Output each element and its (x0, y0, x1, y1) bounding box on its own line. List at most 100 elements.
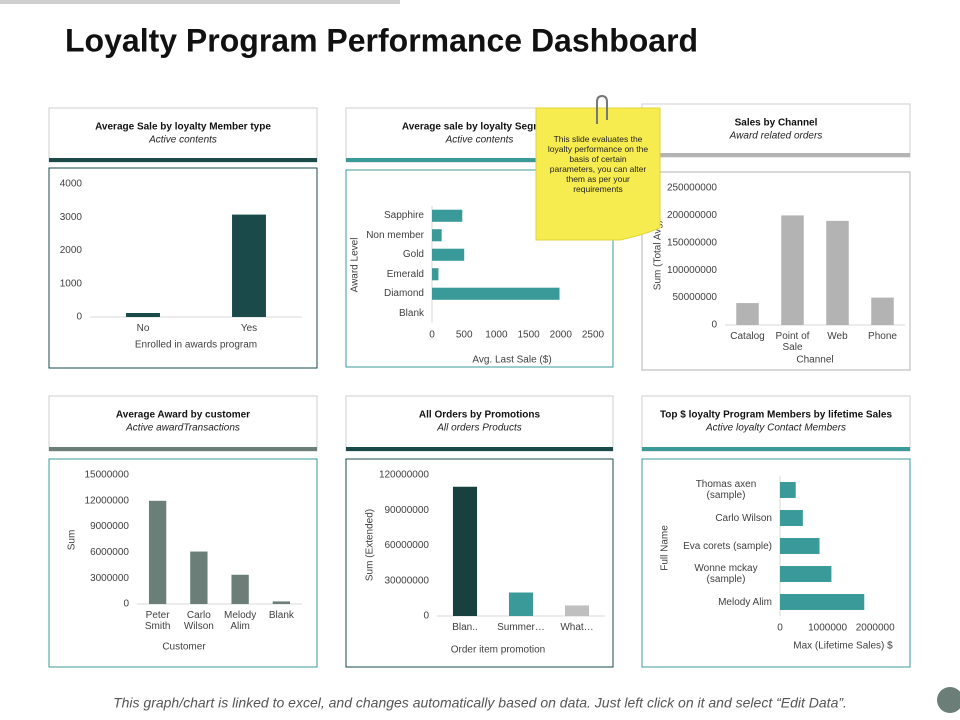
x-tick-label: 1000000 (808, 623, 847, 634)
panel-subtitle: Active loyalty Contact Members (705, 423, 846, 434)
x-axis-label: Enrolled in awards program (135, 340, 257, 351)
bar (780, 538, 820, 554)
page-title: Loyalty Program Performance Dashboard (65, 22, 698, 58)
category-label: Web (827, 331, 848, 342)
x-tick-label: 500 (456, 330, 473, 341)
category-label-box: Yes (240, 323, 258, 334)
panel-title: Average Sale by loyalty Member type (95, 122, 271, 133)
y-tick-label: 0 (711, 320, 717, 331)
category-label: Eva corets (sample) (683, 540, 772, 552)
paperclip (596, 94, 608, 124)
panel-header (48, 107, 318, 163)
category-label: Sapphire (383, 210, 424, 222)
panel-title: Top $ loyalty Program Members by lifetim… (660, 410, 893, 421)
y-axis-label: Sum (67, 530, 78, 551)
bar (232, 214, 266, 317)
category-label: Wonne mckay (sample) (694, 563, 758, 585)
x-tick-label: 0 (429, 330, 435, 341)
bar (432, 248, 465, 261)
x-tick-label: 2000000 (856, 623, 895, 634)
bar (432, 287, 560, 300)
panel-box (48, 167, 318, 369)
category-label: Carlo Wilson (715, 512, 772, 524)
x-axis-label: Customer (162, 642, 206, 653)
category-label: No (136, 323, 150, 334)
bar (190, 551, 208, 604)
y-tick-label: 120000000 (379, 470, 429, 481)
y-tick-label: 4000 (60, 179, 83, 190)
panel-box (48, 458, 318, 668)
y-tick-label: 0 (423, 611, 429, 622)
bar (826, 220, 849, 325)
category-label-box: Blan.. (452, 622, 478, 633)
x-axis-label: Order item promotion (451, 645, 545, 656)
panel-header-accent (642, 447, 910, 451)
category-label-box: Blank (268, 610, 294, 621)
category-label-box: Wonne mckay (sample) (694, 563, 758, 585)
category-label-box: Gold (403, 249, 424, 260)
category-label: Blank (398, 307, 424, 319)
bar (432, 209, 463, 222)
bar (432, 268, 439, 281)
y-tick-label: 150000000 (667, 237, 717, 248)
bar (452, 486, 478, 616)
category-label-box: Eva corets (sample) (683, 540, 772, 552)
category-label-box: Diamond (383, 288, 424, 300)
panel-box (345, 458, 614, 668)
bar (780, 510, 803, 526)
panel-header-accent (642, 153, 910, 157)
x-axis-label: Avg. Last Sale ($) (472, 355, 551, 366)
category-label: Diamond (383, 288, 424, 300)
y-tick-label: 12000000 (85, 495, 130, 506)
category-label: Melody Alim (718, 596, 772, 608)
x-tick-label: 1000 (485, 330, 508, 341)
y-axis-label: Sum (Extended) (365, 509, 376, 581)
y-tick-label: 50000000 (673, 292, 718, 303)
corner-dot (937, 687, 960, 713)
category-label-box: Point of Sale (776, 331, 810, 353)
y-axis-label: Full Name (660, 525, 671, 571)
category-label-box: Melody Alim (224, 610, 256, 632)
category-label-box: Emerald (386, 268, 424, 280)
y-tick-label: 100000000 (667, 265, 717, 276)
category-label: Blank (268, 610, 294, 621)
panel-subtitle: Active awardTransactions (125, 423, 240, 434)
note-text-box: This slide evaluates the loyalty perform… (548, 134, 648, 194)
panel-title: Average sale by loyalty Segment (402, 122, 558, 133)
y-tick-label: 30000000 (385, 575, 430, 586)
category-label: Non member (366, 229, 424, 241)
panel-header (345, 395, 614, 452)
bar (780, 566, 832, 582)
y-tick-label: 200000000 (667, 210, 717, 221)
y-tick-label: 0 (123, 599, 129, 610)
y-tick-label: 3000 (60, 212, 83, 223)
category-label-box: Web (827, 331, 848, 342)
y-tick-label: 60000000 (385, 540, 430, 551)
panel-header-accent (49, 447, 317, 451)
category-label-box: Thomas axen (sample) (696, 479, 757, 501)
panel-header-accent (346, 158, 613, 162)
bar (508, 592, 534, 616)
y-tick-label: 250000000 (667, 183, 717, 194)
category-label-box: Non member (366, 229, 424, 241)
category-label-box: Catalog (730, 331, 764, 342)
y-tick-label: 6000000 (90, 547, 129, 558)
bar (272, 601, 291, 604)
x-axis-label: Max (Lifetime Sales) $ (793, 641, 893, 652)
bar (736, 303, 759, 325)
panel-subtitle: Award related orders (729, 131, 823, 142)
y-tick-label: 9000000 (90, 521, 129, 532)
y-tick-label: 1000 (60, 278, 83, 289)
x-tick-label: 2000 (550, 330, 573, 341)
y-axis-label: Award Level (350, 238, 361, 293)
panel-subtitle: Active contents (148, 135, 217, 146)
category-label-box: Peter Smith (145, 610, 171, 632)
bar (231, 574, 249, 604)
bar (126, 313, 160, 317)
y-axis-label: Sum (Total Avg) (653, 220, 664, 290)
panel-title: Sales by Channel (735, 118, 818, 129)
category-label-box: What… (560, 622, 593, 633)
category-label: Emerald (386, 268, 424, 280)
category-label: Yes (240, 323, 258, 334)
